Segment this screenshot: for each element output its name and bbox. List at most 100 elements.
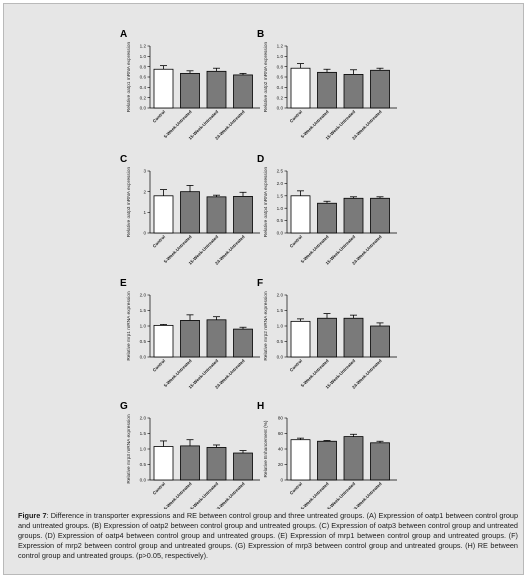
y-axis-title-e: Relative mrp1 mRNA expression: [126, 291, 132, 361]
bar-d-1: [290, 195, 311, 234]
category-label-c-4: 24-Week-Untreated: [214, 234, 246, 266]
bar-b-4: [370, 69, 390, 109]
caption-label: Figure 7: [18, 511, 47, 520]
bar-e-3: [206, 319, 227, 358]
caption-text: : Difference in transporter expressions …: [18, 511, 519, 561]
y-axis-title-d: Relative oatp4 mRNA expression: [263, 166, 269, 237]
category-label-b-4: 24-Week-Untreated: [351, 109, 383, 141]
y-tick-label-d: 0.5: [277, 218, 284, 223]
category-label-e-2: 5-Week-Untreated: [163, 358, 193, 388]
bar-f-3: [343, 317, 364, 358]
chart-panel-b: B 0.0 0.2 0.4 0.6 0.8 1.0 1.2 Relative oatp2 mRN…: [257, 29, 397, 141]
panel-letter-f: F: [257, 278, 263, 289]
figure-caption: Figure 7: Difference in transporter expr…: [18, 511, 518, 561]
y-tick-label-h: 0: [280, 478, 283, 483]
y-tick-label-d: 1.5: [277, 193, 284, 198]
bar-c-4: [233, 196, 253, 234]
bar-c-2: [180, 191, 200, 234]
category-label-h-2: 5-Week-Untreated: [300, 481, 330, 509]
chart-panel-c: C 0 1 2 3 Relative oatp3 mRNA expression Contr…: [120, 154, 260, 266]
panel-letter-d: D: [257, 154, 264, 165]
panel-letter-h: H: [257, 401, 264, 412]
y-tick-label-g: 0.5: [140, 462, 147, 467]
y-tick-label-g: 1.0: [140, 447, 147, 452]
chart-panel-h: H 0 20 40 60 80 Relative Enhancement (%) Contro…: [257, 401, 397, 509]
y-tick-label-c: 0: [143, 231, 146, 236]
category-label-f-4: 24-Week-Untreated: [351, 358, 383, 390]
y-tick-label-b: 0.8: [277, 64, 284, 69]
y-tick-label-c: 3: [143, 169, 146, 174]
bar-a-4: [233, 74, 253, 109]
bar-f-2: [317, 317, 337, 358]
y-tick-label-b: 0.0: [277, 106, 284, 111]
category-label-a-1: Control: [152, 109, 167, 124]
bar-f-4: [370, 325, 390, 358]
y-axis-title-c: Relative oatp3 mRNA expression: [126, 166, 132, 237]
y-tick-label-b: 1.2: [277, 44, 284, 49]
bar-c-3: [206, 196, 227, 234]
chart-panel-e: E 0.0 0.5 1.0 1.5 2.0 Relative mrp1 mRNA expre…: [120, 278, 260, 390]
y-tick-label-b: 0.4: [277, 85, 284, 90]
category-label-e-4: 24-Week-Untreated: [214, 358, 246, 390]
bar-b-3: [343, 74, 364, 109]
bar-g-2: [180, 445, 200, 481]
category-label-h-1: Control: [289, 481, 304, 496]
y-axis-title-b: Relative oatp2 mRNA expression: [263, 41, 269, 112]
bar-h-3: [343, 436, 364, 481]
y-tick-label-e: 1.0: [140, 324, 147, 329]
bar-a-3: [206, 70, 227, 109]
category-label-d-2: 5-Week-Untreated: [300, 234, 330, 264]
panel-letter-c: C: [120, 154, 127, 165]
bar-b-1: [290, 67, 311, 109]
y-tick-label-a: 0.2: [140, 95, 147, 100]
category-label-d-1: Control: [289, 234, 304, 249]
bar-a-2: [180, 72, 200, 109]
y-axis-title-g: Relative mrp3 mRNA expression: [126, 414, 132, 484]
y-axis-title-a: Relative oatp1 mRNA expression: [126, 41, 132, 112]
figure-frame: A 0.0 0.2 0.4 0.6 0.8 1.0 1.2 Relative oatp1 mRN…: [3, 3, 524, 575]
y-axis-title-f: Relative mrp2 mRNA expression: [263, 291, 269, 361]
category-label-g-2: 5-Week-Untreated: [163, 481, 193, 509]
y-tick-label-a: 0.0: [140, 106, 147, 111]
category-label-a-4: 24-Week-Untreated: [214, 109, 246, 141]
y-tick-label-a: 1.0: [140, 54, 147, 59]
category-label-f-2: 5-Week-Untreated: [300, 358, 330, 388]
category-label-g-4: 24-Week-Untreated: [214, 481, 246, 509]
bar-g-3: [206, 447, 227, 481]
category-label-h-3: 15-Week-Untreated: [325, 481, 357, 509]
bar-e-1: [153, 324, 174, 358]
y-tick-label-f: 0.0: [277, 355, 284, 360]
category-label-h-4: 24-Week-Untreated: [351, 481, 383, 509]
y-tick-label-a: 0.4: [140, 85, 147, 90]
bar-d-2: [317, 202, 337, 234]
panel-letter-b: B: [257, 29, 264, 40]
bar-g-4: [233, 452, 253, 481]
chart-panel-d: D 0.0 0.5 1.0 1.5 2.0 2.5 Relative oatp4 mRNA e…: [257, 154, 397, 266]
y-tick-label-e: 2.0: [140, 293, 147, 298]
category-label-c-2: 5-Week-Untreated: [163, 234, 193, 264]
panel-letter-a: A: [120, 29, 127, 40]
panel-letter-g: G: [120, 401, 128, 412]
bar-b-2: [317, 71, 337, 109]
panel-letter-e: E: [120, 278, 127, 289]
y-tick-label-d: 1.0: [277, 206, 284, 211]
y-tick-label-g: 2.0: [140, 416, 147, 421]
category-label-g-3: 15-Week-Untreated: [188, 481, 220, 509]
y-tick-label-e: 0.0: [140, 355, 147, 360]
bar-d-3: [343, 197, 364, 234]
chart-panel-f: F 0.0 0.5 1.0 1.5 2.0 Relative mrp2 mRNA expre…: [257, 278, 397, 390]
bar-e-2: [180, 320, 200, 358]
y-axis-title-h: Relative Enhancement (%): [263, 420, 269, 477]
charts-grid: A 0.0 0.2 0.4 0.6 0.8 1.0 1.2 Relative oatp1 mRN…: [120, 29, 397, 509]
category-label-b-1: Control: [289, 109, 304, 124]
category-label-e-1: Control: [152, 358, 167, 373]
y-tick-label-a: 0.8: [140, 64, 147, 69]
y-tick-label-d: 2.0: [277, 181, 284, 186]
y-tick-label-b: 1.0: [277, 54, 284, 59]
y-tick-label-f: 1.0: [277, 324, 284, 329]
bar-h-2: [317, 440, 337, 481]
bar-g-1: [153, 446, 174, 481]
y-tick-label-f: 1.5: [277, 308, 284, 313]
y-tick-label-g: 1.5: [140, 431, 147, 436]
y-tick-label-h: 20: [278, 462, 284, 467]
